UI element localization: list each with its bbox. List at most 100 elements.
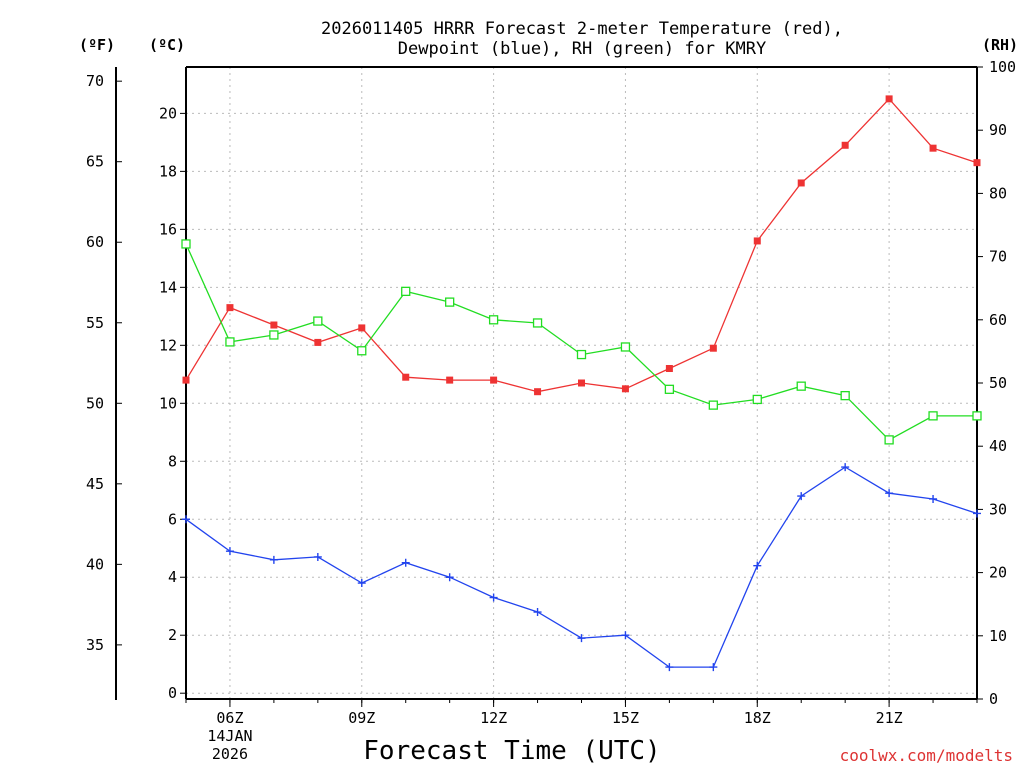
celsius-tick-label: 16 (159, 220, 177, 238)
time-tick-label: 12Z (480, 709, 507, 727)
fahrenheit-tick-label: 45 (86, 475, 104, 493)
rh-point (313, 316, 323, 326)
dewpoint-point (709, 663, 718, 672)
rh-point (752, 394, 762, 405)
temperature-point (314, 338, 322, 346)
rh-point (620, 342, 631, 352)
rh-point (488, 315, 499, 325)
temperature-series (182, 95, 981, 396)
rh-point (532, 318, 543, 328)
dewpoint-point (533, 608, 542, 617)
rh-series (181, 239, 982, 445)
dewpoint-point (269, 555, 278, 564)
temperature-point (929, 144, 937, 152)
celsius-tick-label: 6 (168, 510, 177, 528)
temperature-point (709, 344, 717, 352)
dewpoint-series (182, 463, 981, 672)
temperature-point (797, 179, 805, 187)
fahrenheit-axis-ticks: 35 40 45 50 55 60 65 70 (86, 72, 122, 654)
dewpoint-point (973, 509, 981, 518)
celsius-tick-label: 8 (168, 452, 177, 470)
rh-tick-label: 10 (989, 627, 1007, 645)
time-tick-label: 21Z (876, 709, 903, 727)
celsius-tick-label: 12 (159, 336, 177, 354)
rh-point (884, 435, 894, 445)
rh-axis-ticks: 0 10 20 30 40 50 60 70 80 90 100 (977, 58, 1016, 708)
temperature-point (534, 388, 542, 396)
credit-text: coolwx.com/modelts (840, 746, 1013, 765)
celsius-tick-label: 4 (168, 568, 177, 586)
rh-tick-label: 0 (989, 690, 998, 708)
rh-tick-label: 100 (989, 58, 1016, 76)
rh-tick-label: 40 (989, 437, 1007, 455)
date-label: 14JAN (207, 727, 252, 745)
time-tick-label: 09Z (348, 709, 375, 727)
fahrenheit-tick-label: 65 (86, 153, 104, 171)
rh-point (445, 297, 455, 307)
temperature-point (885, 95, 893, 103)
dewpoint-point (313, 552, 322, 561)
celsius-tick-label: 14 (159, 278, 177, 296)
rh-point (664, 384, 675, 394)
dewpoint-point (753, 561, 762, 570)
rh-point (928, 411, 938, 421)
temperature-point (753, 237, 761, 245)
celsius-tick-label: 18 (159, 162, 177, 180)
rh-tick-label: 20 (989, 564, 1007, 582)
time-tick-label: 18Z (744, 709, 771, 727)
rh-tick-label: 50 (989, 374, 1007, 392)
celsius-tick-label: 0 (168, 684, 177, 702)
dewpoint-point (841, 463, 850, 472)
temperature-point (270, 321, 278, 329)
chart-title-line2: Dewpoint (blue), RH (green) for KMRY (398, 39, 766, 59)
rh-point (225, 337, 235, 347)
rh-point (181, 239, 191, 249)
rh-point (269, 330, 279, 340)
dewpoint-point (929, 494, 938, 503)
temperature-point (182, 376, 190, 384)
axes (115, 66, 978, 700)
fahrenheit-unit-label: (ºF) (79, 36, 115, 54)
dewpoint-point (445, 573, 454, 582)
time-tick-label: 15Z (612, 709, 639, 727)
celsius-unit-label: (ºC) (149, 36, 185, 54)
rh-tick-label: 70 (989, 248, 1007, 266)
temperature-point (578, 379, 585, 387)
rh-point (357, 346, 367, 356)
dewpoint-point (357, 579, 366, 588)
fahrenheit-tick-label: 55 (86, 314, 104, 332)
rh-point (972, 411, 982, 421)
dewpoint-point (489, 593, 498, 602)
temperature-point (973, 159, 981, 167)
temperature-point (402, 373, 410, 381)
dewpoint-point (401, 558, 410, 567)
rh-tick-label: 30 (989, 500, 1007, 518)
fahrenheit-tick-label: 35 (86, 636, 104, 654)
temperature-point (621, 385, 629, 393)
dewpoint-point (797, 492, 806, 501)
celsius-axis-ticks: 0 2 4 6 8 10 12 14 16 18 20 (159, 104, 186, 702)
rh-point (576, 349, 587, 360)
time-tick-label: 06Z (216, 709, 243, 727)
dewpoint-point (182, 515, 190, 524)
celsius-tick-label: 2 (168, 626, 177, 644)
rh-line (185, 243, 977, 441)
dewpoint-point (885, 489, 894, 498)
dewpoint-point (577, 634, 586, 643)
rh-point (840, 390, 850, 401)
fahrenheit-tick-label: 60 (86, 233, 104, 251)
celsius-tick-label: 10 (159, 394, 177, 412)
rh-tick-label: 80 (989, 184, 1007, 202)
temperature-point (226, 304, 234, 312)
chart-title-line1: 2026011405 HRRR Forecast 2-meter Tempera… (321, 19, 843, 39)
rh-tick-label: 60 (989, 311, 1007, 329)
rh-point (708, 400, 718, 410)
celsius-tick-label: 20 (159, 104, 177, 122)
fahrenheit-tick-label: 40 (86, 555, 104, 573)
year-label: 2026 (212, 745, 248, 763)
x-axis-title: Forecast Time (UTC) (363, 736, 660, 766)
temperature-line (185, 97, 978, 393)
fahrenheit-tick-label: 70 (86, 72, 104, 90)
